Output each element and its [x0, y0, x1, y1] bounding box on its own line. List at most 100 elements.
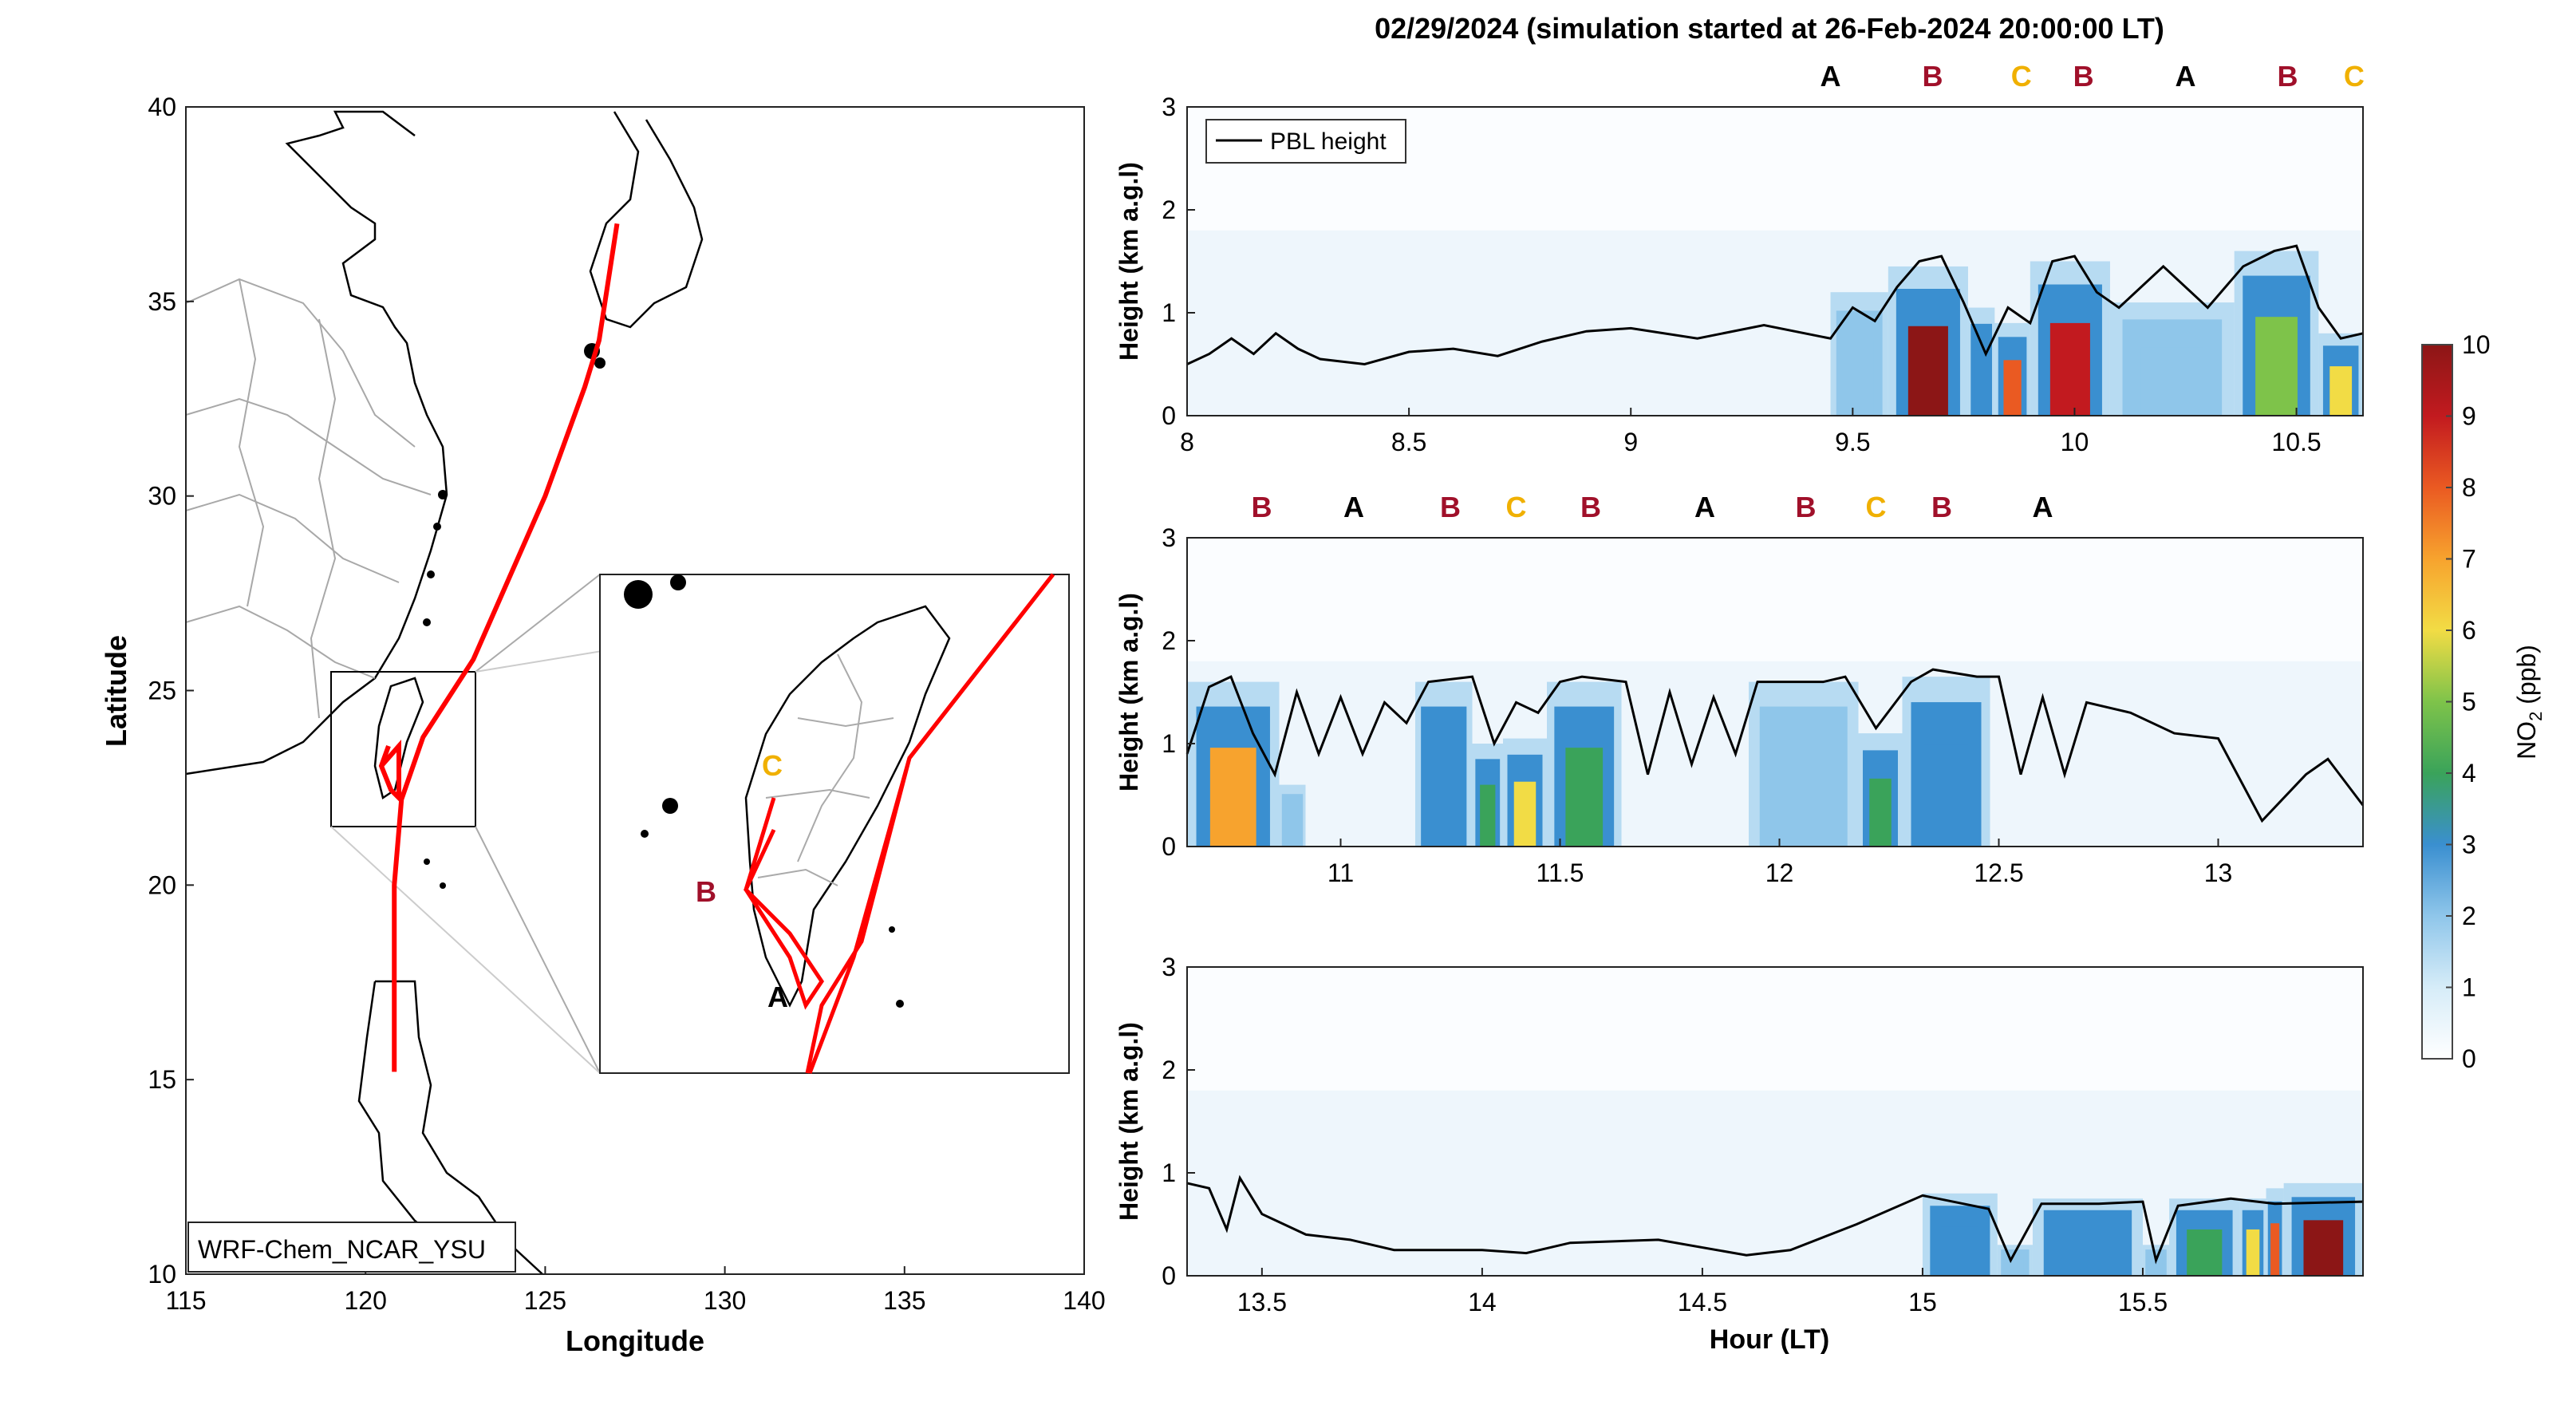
site-label-B: B: [1931, 491, 1952, 523]
no2-cell-core: [1565, 748, 1604, 847]
map-xticks: 115 120 125 130 135 140: [165, 1266, 1106, 1315]
no2-cell-core: [2149, 1257, 2163, 1276]
inset-source-box: [330, 671, 476, 827]
colorbar-tick-label: 6: [2462, 616, 2476, 645]
map-coastlines: [185, 110, 704, 1275]
site-label-C: C: [1506, 491, 1527, 523]
ytick-label: 1: [1162, 729, 1176, 758]
site-label-B: B: [1252, 491, 1272, 523]
map-xtick-label: 140: [1063, 1286, 1105, 1315]
figure-title: 02/29/2024 (simulation started at 26-Feb…: [1375, 12, 2164, 45]
island-mark: [440, 882, 446, 889]
no2-cell-core: [2303, 1220, 2344, 1276]
xtick-label: 12: [1765, 858, 1794, 887]
site-label-A: A: [2033, 491, 2053, 523]
colorbar-ticks: 0 1 2 3 4 5 6 7 8 9 10: [2446, 330, 2491, 1073]
site-label-A: A: [1694, 491, 1715, 523]
province-border: [238, 278, 265, 607]
map-provinces: [185, 278, 432, 719]
island-mark: [438, 490, 448, 499]
map-ytick-label: 10: [148, 1260, 176, 1289]
xtick-label: 14.5: [1678, 1288, 1727, 1316]
map-ytick-label: 30: [148, 482, 176, 511]
county-border: [797, 717, 894, 728]
heatmap-ylabel: Height (km a.g.l): [1114, 593, 1143, 791]
no2-cell-core: [2329, 366, 2353, 416]
site-label-B: B: [1580, 491, 1601, 523]
inset-label-C: C: [762, 749, 783, 782]
colorbar-tick-label: 8: [2462, 473, 2476, 502]
xtick-label: 11: [1327, 858, 1354, 887]
map-ylabel: Latitude: [100, 635, 132, 747]
island-mark: [423, 618, 431, 626]
xtick-label: 8: [1180, 428, 1194, 456]
inset-connector-line: [330, 826, 601, 1074]
inset-connector-line: [475, 826, 601, 1074]
no2-cell-core: [1776, 748, 1832, 847]
no2-cell-core: [1869, 778, 1892, 847]
pbl-height-line: [1186, 1174, 2364, 1265]
map-xlabel: Longitude: [566, 1324, 704, 1357]
heatmap-bottom: 13.5 14 14.5 15 15.5 0 1 2 3 Height (km a.g.l): [1114, 953, 2364, 1316]
no2-cell-core: [2140, 347, 2203, 416]
map-yticks: 10 15 20 25 30 35 40: [148, 93, 194, 1289]
island-mark: [594, 357, 606, 369]
site-label-B: B: [1796, 491, 1817, 523]
no2-cell-core: [1429, 748, 1458, 847]
no2-cell-core: [1974, 350, 1988, 416]
inset-label-B: B: [696, 875, 716, 908]
site-label-B: B: [1922, 60, 1943, 93]
no2-cell-core: [1924, 744, 1968, 847]
ytick-label: 0: [1162, 401, 1176, 430]
province-border: [185, 493, 400, 583]
heatmap-ylabel: Height (km a.g.l): [1114, 162, 1143, 361]
no2-cell-core: [2049, 322, 2090, 416]
heatmap-frame: [1186, 966, 2364, 1277]
xtick-label: 15: [1908, 1288, 1937, 1316]
province-border: [185, 605, 376, 679]
colorbar-label-unit: (ppb): [2512, 645, 2541, 712]
island-mark: [433, 523, 441, 531]
county-border: [797, 653, 863, 862]
inset-label-A: A: [767, 981, 788, 1013]
map-xtick-label: 130: [704, 1286, 746, 1315]
island-mark: [424, 858, 430, 865]
model-label-box: [187, 1222, 516, 1273]
china-coastline: [185, 110, 448, 776]
pbl-legend-label: PBL height: [1270, 128, 1387, 155]
no2-cell-core: [1844, 341, 1874, 416]
no2-cell-core: [1480, 784, 1496, 847]
xtick-label: 15.5: [2118, 1288, 2168, 1316]
site-label-B: B: [2277, 60, 2298, 93]
island-mark: [662, 798, 678, 814]
ytick-label: 3: [1162, 523, 1176, 552]
island-mark: [427, 570, 435, 578]
site-label-A: A: [1821, 60, 1841, 93]
map-xtick-label: 135: [883, 1286, 925, 1315]
pbl-height-line: [1186, 244, 2364, 366]
map-xtick-label: 115: [165, 1286, 206, 1315]
taiwan-inset-outline: [744, 605, 951, 1008]
xtick-label: 9: [1623, 428, 1638, 456]
colorbar-tick-label: 1: [2462, 973, 2476, 1002]
xtick-label: 10.5: [2271, 428, 2321, 456]
heatmap-frame: [1186, 106, 2364, 416]
ytick-label: 1: [1162, 298, 1176, 327]
korea-coastline: [589, 111, 704, 329]
map-ytick-label: 15: [148, 1065, 176, 1094]
ytick-label: 2: [1162, 1056, 1176, 1084]
county-border: [757, 868, 838, 886]
colorbar-label-sub: 2: [2526, 712, 2546, 721]
inset-track-main: [805, 573, 1055, 1074]
colorbar-label-base: NO: [2512, 721, 2541, 760]
ytick-label: 2: [1162, 195, 1176, 224]
island-mark: [641, 830, 649, 838]
heatmap-ylabel: Height (km a.g.l): [1114, 1022, 1143, 1221]
no2-cell-core: [1941, 1226, 1979, 1276]
inset-islands: [624, 574, 904, 1008]
ytick-label: 0: [1162, 832, 1176, 861]
inset-panel: A B C: [599, 573, 1070, 1074]
map-xtick-label: 120: [345, 1286, 387, 1315]
